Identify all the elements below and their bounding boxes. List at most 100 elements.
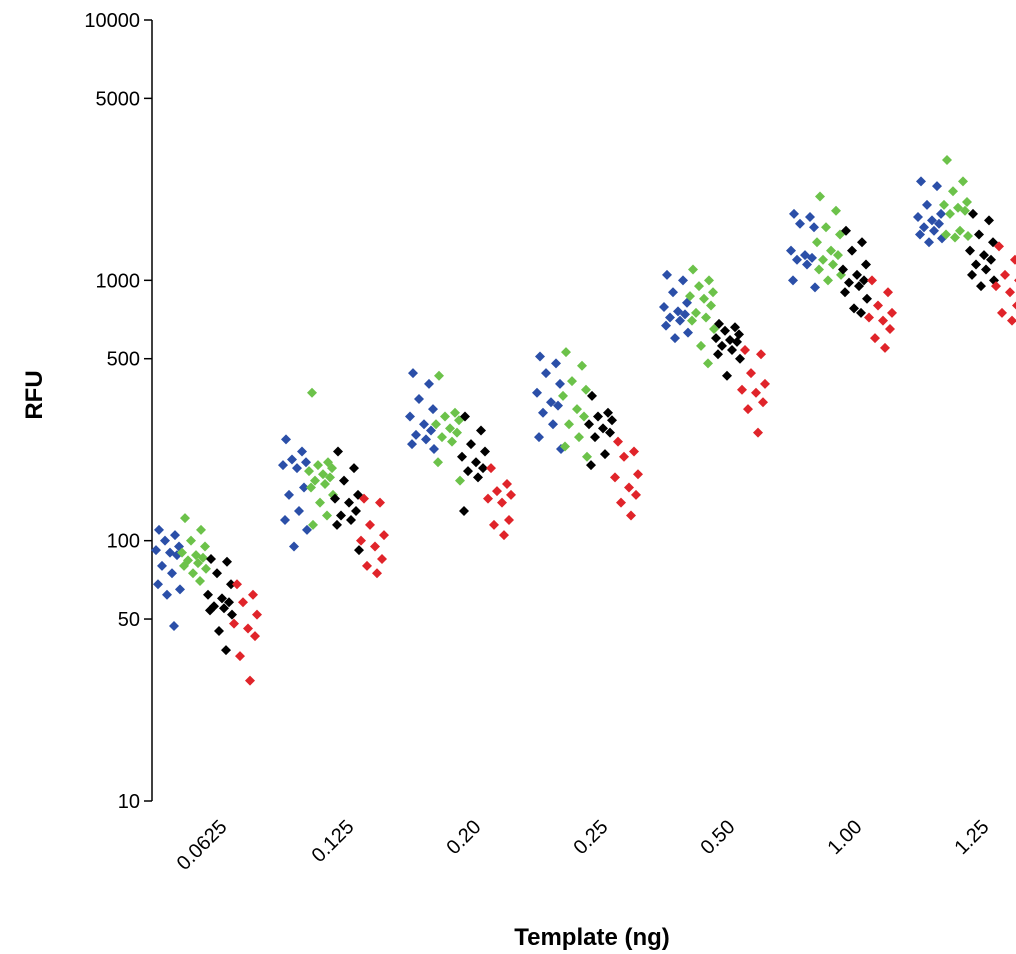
data-point [188, 568, 198, 579]
data-point [252, 609, 262, 620]
data-point [701, 312, 711, 323]
data-point [336, 510, 346, 521]
data-point [880, 342, 890, 353]
data-point [322, 510, 332, 521]
data-point [678, 275, 688, 286]
data-point [706, 300, 716, 311]
data-point [162, 589, 172, 600]
data-point [626, 510, 636, 521]
data-point [460, 411, 470, 422]
data-points [151, 154, 1016, 686]
data-point [838, 264, 848, 275]
data-point [478, 463, 488, 474]
data-point [887, 307, 897, 318]
data-point [232, 579, 242, 590]
data-point [459, 506, 469, 517]
data-point [452, 427, 462, 438]
data-point [212, 568, 222, 579]
data-point [965, 245, 975, 256]
data-point [486, 463, 496, 474]
data-point [847, 245, 857, 256]
data-point [661, 320, 671, 331]
data-point [308, 519, 318, 530]
data-point [245, 675, 255, 686]
data-point [407, 439, 417, 450]
data-point [440, 411, 450, 422]
data-point [362, 560, 372, 571]
y-tick-label: 1000 [96, 270, 141, 292]
data-point [823, 275, 833, 286]
data-point [714, 318, 724, 329]
data-point [561, 347, 571, 358]
data-point [221, 645, 231, 656]
data-point [922, 199, 932, 210]
data-point [205, 605, 215, 616]
data-point [227, 609, 237, 620]
data-point [593, 411, 603, 422]
data-point [613, 436, 623, 447]
data-point [821, 222, 831, 233]
data-point [587, 390, 597, 401]
data-point [659, 301, 669, 312]
data-point [688, 264, 698, 275]
data-point [691, 307, 701, 318]
data-point [960, 205, 970, 216]
x-ticks: 0.0625 0.125 0.20 0.25 0.50 1.00 1.25 [173, 816, 994, 875]
data-point [579, 411, 589, 422]
data-point [984, 215, 994, 226]
data-point [375, 497, 385, 508]
data-point [968, 208, 978, 219]
data-point [548, 419, 558, 430]
data-point [292, 463, 302, 474]
data-point [795, 218, 805, 229]
data-point [979, 250, 989, 261]
data-point [499, 530, 509, 541]
data-point [429, 443, 439, 454]
data-point [919, 222, 929, 233]
y-tick-label: 10 [118, 791, 140, 813]
data-point [315, 497, 325, 508]
data-point [333, 446, 343, 457]
data-point [963, 231, 973, 242]
data-point [463, 466, 473, 477]
data-point [725, 334, 735, 345]
data-point [885, 324, 895, 335]
data-point [278, 460, 288, 471]
data-point [349, 463, 359, 474]
data-point [981, 264, 991, 275]
data-point [201, 563, 211, 574]
data-point [203, 589, 213, 600]
data-point [687, 315, 697, 326]
data-point [936, 208, 946, 219]
data-point [792, 254, 802, 265]
data-point [854, 281, 864, 292]
data-point [665, 312, 675, 323]
data-point [683, 327, 693, 338]
data-point [424, 378, 434, 389]
data-point [224, 597, 234, 608]
data-point [553, 400, 563, 411]
x-tick-label: 0.25 [569, 816, 612, 859]
data-point [301, 457, 311, 468]
data-point [310, 475, 320, 486]
data-point [915, 229, 925, 240]
data-point [306, 482, 316, 493]
data-point [179, 560, 189, 571]
data-point [711, 333, 721, 344]
data-point [1007, 315, 1016, 326]
data-point [167, 568, 177, 579]
data-point [962, 196, 972, 207]
data-point [574, 432, 584, 443]
data-point [924, 237, 934, 248]
data-point [405, 411, 415, 422]
data-point [624, 482, 634, 493]
data-point [354, 545, 364, 556]
data-point [214, 625, 224, 636]
data-point [437, 432, 447, 443]
data-point [534, 432, 544, 443]
data-point [619, 451, 629, 462]
data-point [195, 575, 205, 586]
data-point [945, 208, 955, 219]
data-point [932, 181, 942, 192]
